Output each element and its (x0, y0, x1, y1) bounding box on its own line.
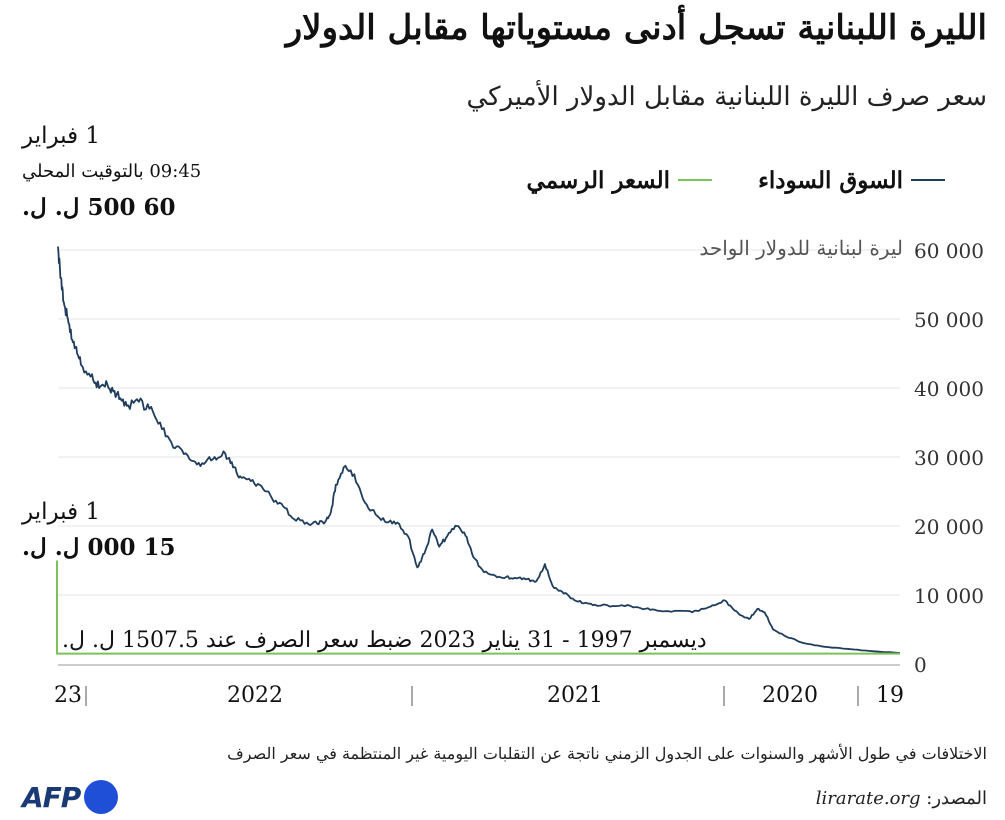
series-line-official (56, 560, 900, 655)
chart-subtitle: سعر صرف الليرة اللبنانية مقابل الدولار ا… (466, 82, 987, 112)
legend-label-official: السعر الرسمي (526, 166, 671, 194)
afp-logo-text: AFP (22, 780, 81, 814)
x-tick-label: 2020 (762, 683, 818, 708)
annotation-official-peg: ديسمبر 1997 - 31 يناير 2023 ضبط سعر الصر… (62, 628, 707, 653)
y-tick-label: 60 000 (914, 239, 984, 263)
legend: السوق السوداء السعر الرسمي (489, 160, 945, 194)
y-axis-label: ليرة لبنانية للدولار الواحد (699, 236, 903, 260)
y-tick-labels: 0 10 000 20 000 30 000 40 000 50 000 60 000 (914, 239, 984, 677)
source-value: lirarate.org (815, 788, 921, 809)
annotation-peak-date: 1 فبراير (22, 123, 101, 149)
afp-logo-dot (84, 780, 119, 814)
x-tick-labels: 19 2020 2021 2022 23 (54, 683, 904, 708)
source-line: المصدر: lirarate.org (816, 788, 987, 809)
y-tick-label: 20 000 (914, 515, 984, 539)
legend-item-black-market: السوق السوداء (758, 167, 945, 194)
annotation-peak-value: 60 500 ل. ل. (22, 194, 176, 221)
y-tick-label: 50 000 (914, 308, 984, 332)
source-label: المصدر: (926, 788, 987, 809)
x-tick-label: 2022 (227, 683, 283, 708)
annotation-official-value: 15 000 ل. ل. (22, 534, 176, 561)
grid-lines (58, 249, 900, 596)
series-line-black-market (57, 246, 901, 654)
y-tick-label: 10 000 (914, 584, 984, 608)
annotation-peak-time: 09:45 بالتوقيت المحلي (22, 161, 202, 182)
x-tick-label: 2021 (547, 683, 603, 708)
y-tick-label: 0 (914, 653, 927, 677)
x-tick-label: 19 (876, 683, 904, 708)
legend-label-black-market: السوق السوداء (758, 166, 903, 194)
afp-logo: AFP (22, 780, 119, 814)
chart-title: الليرة اللبنانية تسجل أدنى مستوياتها مقا… (285, 8, 987, 48)
footnote: الاختلافات في طول الأشهر والسنوات على ال… (227, 744, 987, 763)
legend-swatch-black-market (911, 179, 945, 181)
y-tick-label: 40 000 (914, 377, 984, 401)
series-lines (56, 246, 901, 655)
y-tick-label: 30 000 (914, 446, 984, 470)
legend-swatch-official (678, 179, 713, 181)
legend-item-official: السعر الرسمي (527, 167, 713, 194)
annotation-official-new: 1 فبراير 15 000 ل. ل. (22, 494, 176, 566)
annotation-official-date: 1 فبراير (22, 499, 101, 525)
annotation-peak: 1 فبراير 09:45 بالتوقيت المحلي 60 500 ل.… (22, 118, 201, 226)
x-tick-label: 23 (54, 683, 82, 708)
